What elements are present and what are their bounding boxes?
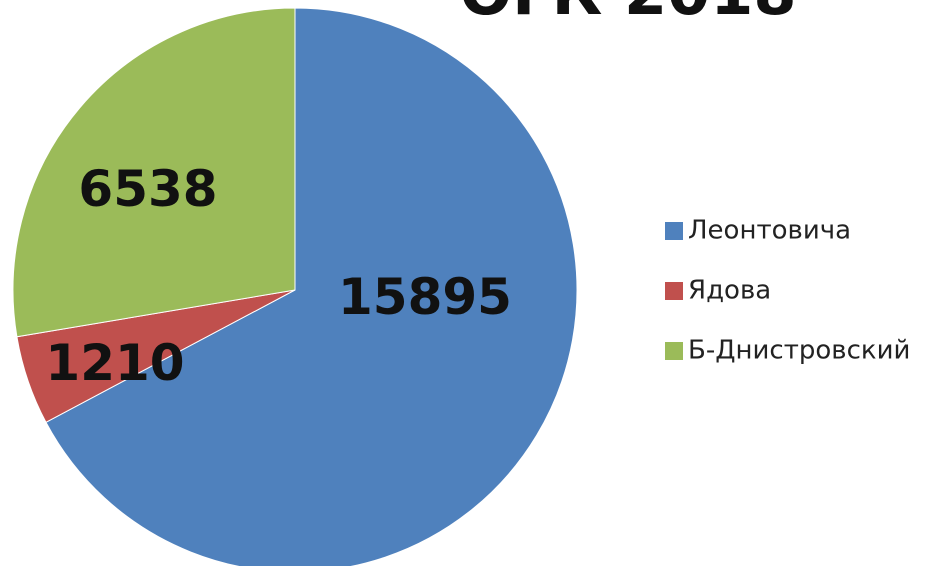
pie-slice [12,7,296,338]
data-label: 6538 [78,160,217,218]
legend-label: Леонтовича [688,216,851,246]
data-label: 15895 [338,268,512,326]
legend-label: Ядова [688,276,771,306]
chart-title: ОГК 2018 [459,0,796,29]
legend-swatch [665,222,683,240]
legend-label: Б-Днистровский [688,336,910,366]
legend-swatch [665,282,683,300]
legend-swatch [665,342,683,360]
pie-slice [45,7,578,566]
data-label: 1210 [45,334,184,392]
